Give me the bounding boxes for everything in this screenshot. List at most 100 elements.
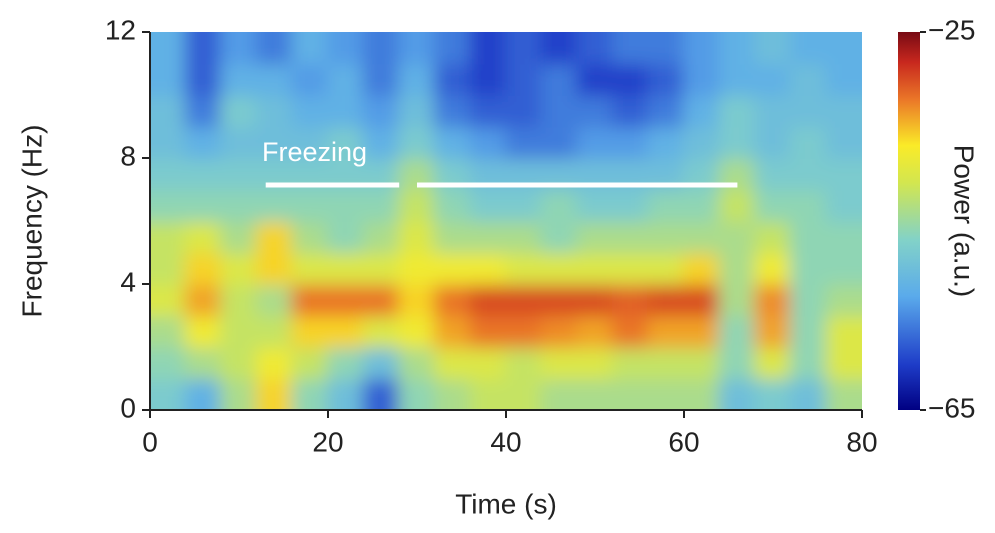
heatmap-cell [291, 377, 329, 410]
heatmap-cell [220, 32, 258, 65]
heatmap-cell [576, 188, 614, 222]
heatmap-cell [469, 125, 507, 159]
heatmap-cell [505, 283, 543, 317]
heatmap-cell [184, 157, 223, 191]
heatmap-cell [184, 283, 223, 317]
heatmap-cell [754, 314, 792, 348]
heatmap-cell [255, 188, 294, 222]
heatmap-cell [362, 32, 401, 65]
heatmap-cell [505, 346, 543, 380]
heatmap-cell [469, 377, 507, 410]
heatmap-cell [184, 125, 223, 159]
heatmap-cell [825, 377, 862, 410]
heatmap-cell [611, 314, 650, 348]
heatmap-cell [362, 346, 401, 380]
y-tick-label: 0 [120, 392, 136, 423]
colorbar-tick-label: −25 [928, 14, 976, 45]
heatmap-cell [291, 283, 329, 317]
heatmap-cell [789, 377, 828, 410]
heatmap-cell [789, 188, 828, 222]
heatmap-cell [220, 251, 258, 285]
heatmap-cell [718, 94, 757, 128]
heatmap-cell [220, 157, 258, 191]
heatmap-cell [789, 94, 828, 128]
heatmap-cell [647, 188, 685, 222]
heatmap-cell [754, 188, 792, 222]
heatmap-cell [825, 157, 862, 191]
heatmap-cell [469, 94, 507, 128]
heatmap-cell [291, 346, 329, 380]
heatmap-cell [576, 94, 614, 128]
heatmap-cell [683, 220, 721, 254]
heatmap-cell [327, 94, 365, 128]
colorbar-tick-label: −65 [928, 392, 976, 423]
heatmap-cell [150, 94, 187, 128]
heatmap-cell [683, 251, 721, 285]
heatmap-cell [683, 32, 721, 65]
heatmap-cell [150, 32, 187, 65]
heatmap-cell [398, 188, 436, 222]
heatmap-cell [398, 220, 436, 254]
heatmap-cell [754, 251, 792, 285]
heatmap-cell [291, 314, 329, 348]
heatmap-cell [540, 377, 579, 410]
heatmap-cell [291, 188, 329, 222]
heatmap-cell [255, 125, 294, 159]
heatmap-cell [647, 94, 685, 128]
heatmap-cell [184, 346, 223, 380]
heatmap-cell [255, 346, 294, 380]
y-axis-label: Frequency (Hz) [16, 125, 47, 318]
heatmap-cell [398, 251, 436, 285]
heatmap-cell [789, 251, 828, 285]
heatmap-cell [433, 62, 472, 96]
heatmap-cell [433, 220, 472, 254]
heatmap-cell [647, 220, 685, 254]
heatmap-cell [398, 314, 436, 348]
heatmap-cell [754, 283, 792, 317]
heatmap-cell [647, 377, 685, 410]
heatmap-cell [291, 220, 329, 254]
heatmap-cell [754, 157, 792, 191]
heatmap-cell [825, 94, 862, 128]
heatmap-cell [825, 220, 862, 254]
heatmap-cell [647, 32, 685, 65]
heatmap-cell [647, 251, 685, 285]
heatmap-cell [718, 32, 757, 65]
heatmap-cell [150, 314, 187, 348]
heatmap-cell [576, 377, 614, 410]
heatmap-cell [789, 32, 828, 65]
annotation: Freezing [262, 137, 367, 167]
heatmap-cell [433, 346, 472, 380]
heatmap-cell [291, 125, 329, 159]
heatmap-cell [469, 62, 507, 96]
heatmap-cell [505, 62, 543, 96]
heatmap-cell [327, 251, 365, 285]
heatmap-cell [255, 377, 294, 410]
heatmap-cell [255, 314, 294, 348]
heatmap-cell [611, 188, 650, 222]
heatmap-cell [433, 283, 472, 317]
heatmap-cell [291, 32, 329, 65]
heatmap-cell [433, 188, 472, 222]
heatmap-cell [255, 251, 294, 285]
heatmap-cell [683, 188, 721, 222]
heatmap-cell [576, 251, 614, 285]
heatmap-cell [825, 346, 862, 380]
y-tick-label: 4 [120, 266, 136, 297]
heatmap-cell [150, 157, 187, 191]
heatmap-cell [469, 314, 507, 348]
heatmap-cell [754, 346, 792, 380]
x-tick-label: 0 [142, 426, 158, 457]
heatmap-cell [576, 125, 614, 159]
heatmap-cell [718, 314, 757, 348]
heatmap-cell [540, 32, 579, 65]
heatmap-cell [291, 62, 329, 96]
heatmap-cell [398, 62, 436, 96]
heatmap-cell [718, 125, 757, 159]
heatmap-cell [825, 188, 862, 222]
heatmap-cell [718, 283, 757, 317]
heatmap-cell [825, 125, 862, 159]
heatmap-cell [327, 346, 365, 380]
heatmap-cell [754, 94, 792, 128]
heatmap-cell [825, 62, 862, 96]
